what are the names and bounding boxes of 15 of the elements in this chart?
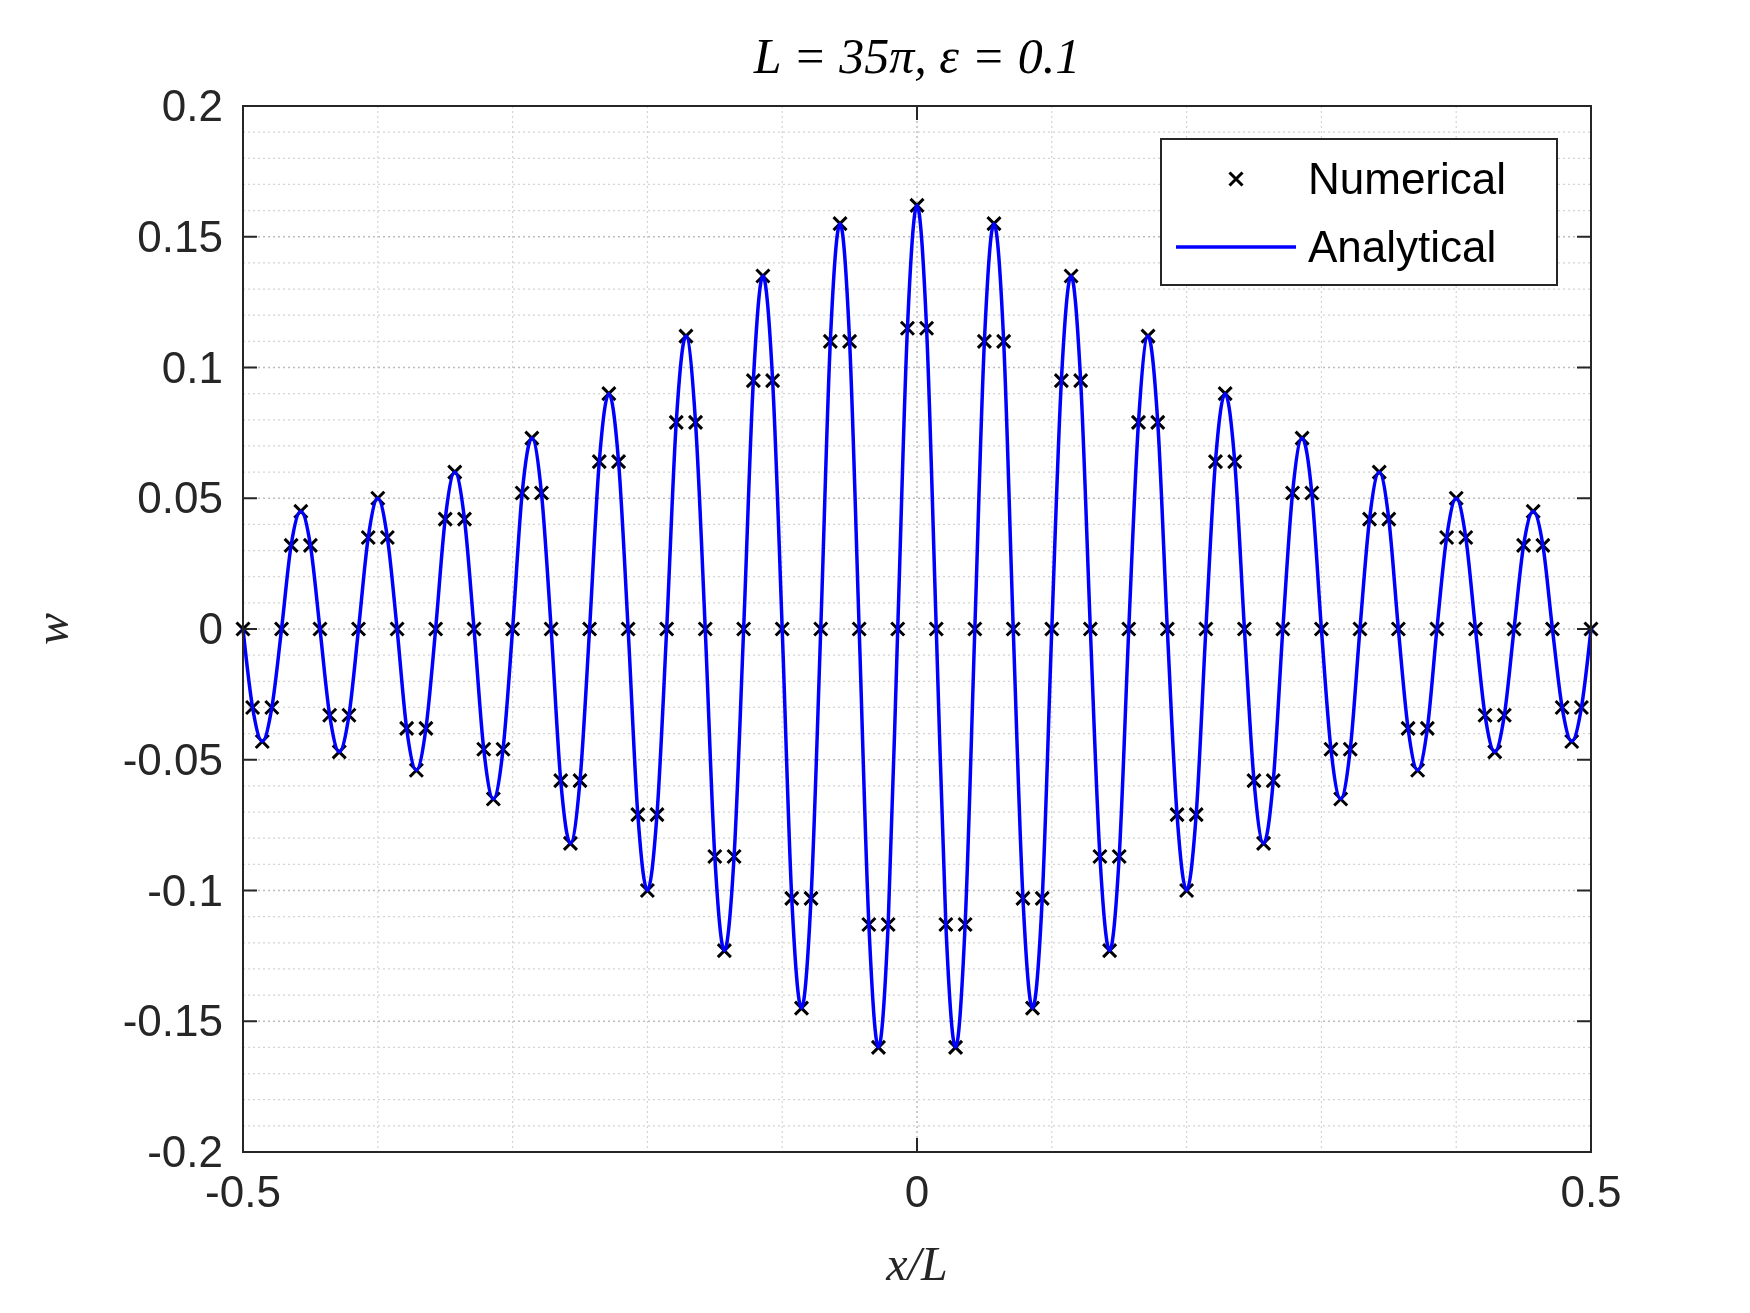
y-tick-label: 0.2 <box>161 81 223 130</box>
y-tick-label: 0.05 <box>137 473 223 523</box>
y-tick-label: 0.15 <box>137 211 223 261</box>
y-tick-label: 0 <box>198 604 223 653</box>
y-tick-label: -0.05 <box>122 734 223 784</box>
x-tick-label: 0 <box>904 1167 930 1216</box>
y-tick-label: 0.1 <box>161 342 223 392</box>
y-tick-label: -0.15 <box>122 996 223 1046</box>
chart-title: L = 35π, ε = 0.1 <box>752 28 1081 84</box>
legend-label: Analytical <box>1308 222 1497 271</box>
x-axis-title: x/L <box>885 1237 948 1290</box>
legend-label: Numerical <box>1308 154 1507 203</box>
y-tick-label: -0.1 <box>147 865 223 915</box>
x-tick-label: 0.5 <box>1560 1167 1622 1216</box>
y-axis-title: w <box>25 612 78 646</box>
